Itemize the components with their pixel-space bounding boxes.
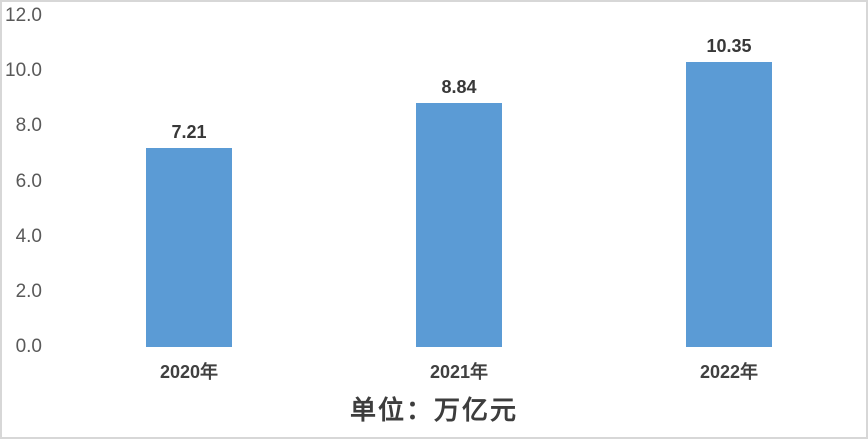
y-axis-tick-label: 12.0 [5,5,42,26]
bar-2021 [416,103,502,347]
bar-value-label: 10.35 [706,35,752,56]
y-axis-tick-label: 8.0 [15,115,42,137]
bars-plot-area: 7.21 8.84 10.35 [54,16,864,347]
y-axis-tick-label: 6.0 [15,170,42,192]
y-axis-tick-label: 4.0 [15,225,42,247]
x-axis-category-label: 2021年 [429,362,489,382]
y-axis-tick-label: 10.0 [5,60,42,82]
bar-group: 10.35 [594,16,864,347]
x-axis-category-label: 2022年 [699,362,759,382]
y-axis-tick-label: 2.0 [15,280,42,302]
x-axis-category-labels: 2020年 2021年 2022年 [54,358,864,384]
bar-value-label: 8.84 [441,77,477,98]
bar-2020 [146,148,232,347]
bar-group: 7.21 [54,16,324,347]
x-axis-category-label: 2020年 [159,362,219,382]
chart-unit-caption: 单位：万亿元 [349,396,518,425]
bar-2022 [686,61,772,347]
bar-value-label: 7.21 [171,122,207,143]
y-axis-tick-label: 0.0 [15,336,42,357]
bar-group: 8.84 [324,16,594,347]
